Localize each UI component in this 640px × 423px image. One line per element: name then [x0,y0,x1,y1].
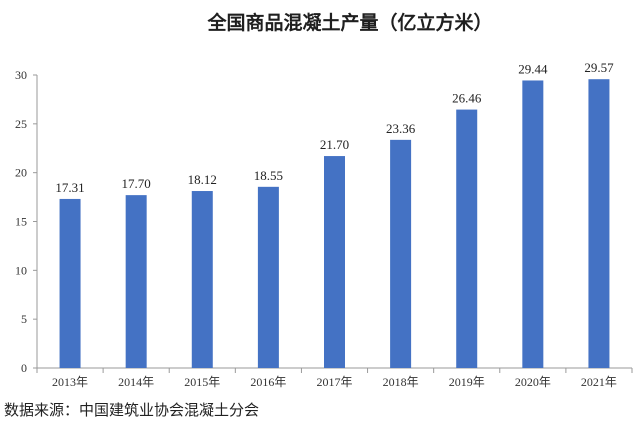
bar [522,80,544,368]
bar [588,79,610,368]
x-tick-label: 2016年 [250,375,286,389]
x-axis: 2013年 2014年 2015年 2016年 2017年 2018年 2019年 2020年… [36,367,633,389]
x-tick-label: 2018年 [383,375,419,389]
data-label: 17.70 [122,176,151,191]
x-tick-label: 2017年 [316,375,352,389]
data-label: 26.46 [452,91,482,106]
y-tick-label: 0 [21,361,27,375]
y-tick-label: 30 [15,68,27,82]
y-tick-label: 10 [15,263,27,277]
bar [324,156,345,368]
bar [456,109,478,368]
x-tick-label: 2020年 [515,375,551,389]
y-tick-label: 25 [15,117,27,131]
data-label: 18.55 [254,168,283,183]
x-tick-label: 2013年 [52,375,88,389]
bar [390,139,412,368]
bar [125,195,147,368]
bar [59,198,81,368]
bar [257,186,279,368]
x-tick-label: 2021年 [581,375,617,389]
data-label: 17.31 [55,180,84,195]
bar [191,191,213,368]
x-tick-label: 2014年 [118,375,154,389]
data-label: 23.36 [386,121,416,136]
data-label: 29.57 [584,60,614,75]
data-label: 21.70 [320,137,349,152]
x-tick-label: 2015年 [184,375,220,389]
source-note: 数据来源：中国建筑业协会混凝土分会 [4,401,260,419]
y-tick-label: 20 [15,166,27,180]
y-tick-label: 15 [15,215,27,229]
data-labels: 17.31 17.70 18.12 18.55 21.70 23.36 26.46 29.44… [55,60,614,195]
data-label: 29.44 [518,61,548,76]
y-axis: 0 5 10 15 20 25 30 [15,68,38,375]
y-tick-label: 5 [21,312,27,326]
x-tick-label: 2019年 [449,375,485,389]
bars [59,79,610,368]
data-label: 18.12 [188,172,217,187]
chart-title: 全国商品混凝土产量（亿立方米） [206,11,492,34]
